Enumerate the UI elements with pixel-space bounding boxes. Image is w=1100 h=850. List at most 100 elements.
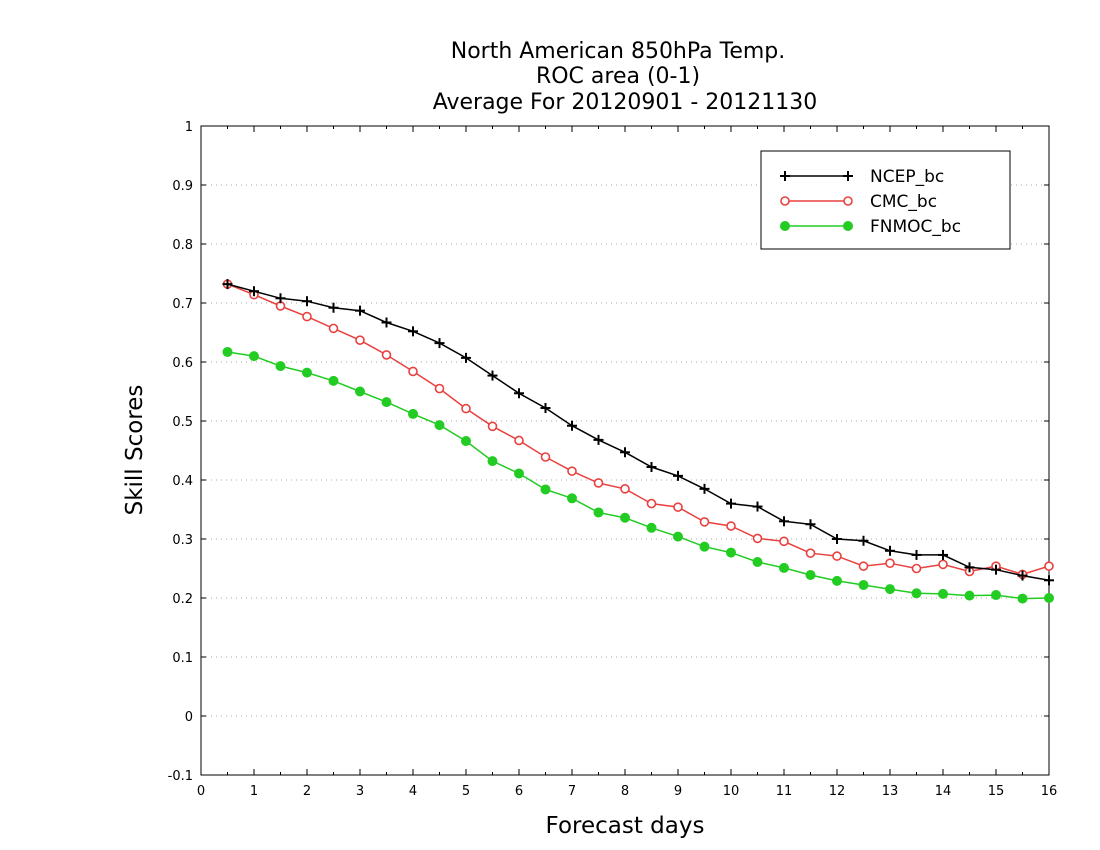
data-point (487, 456, 498, 467)
data-point (514, 468, 524, 479)
series-line (227, 283, 1050, 576)
title-line-1: North American 850hPa Temp. (451, 39, 786, 64)
x-tick-label: 1 (250, 784, 258, 799)
data-point (514, 435, 524, 446)
data-point (911, 588, 922, 599)
data-point (434, 383, 445, 394)
legend-entry: CMC_bc (780, 192, 937, 212)
data-point (328, 375, 339, 386)
y-tick-label: 0.7 (172, 297, 193, 312)
legend-marker (780, 196, 790, 206)
data-point (805, 519, 816, 530)
data-point (646, 462, 657, 473)
x-tick-label: 0 (197, 784, 205, 799)
x-tick-label: 3 (356, 784, 364, 799)
x-tick-label: 8 (621, 784, 629, 799)
x-tick-label: 10 (723, 784, 740, 799)
data-point (832, 534, 842, 544)
data-point (275, 293, 286, 304)
legend-marker (780, 221, 790, 231)
x-tick-label: 9 (674, 784, 682, 799)
data-point (726, 498, 736, 509)
data-point (673, 470, 683, 481)
x-tick-label: 11 (776, 784, 793, 799)
y-tick-label: 0.1 (172, 651, 193, 666)
data-point (805, 548, 816, 558)
x-tick-label: 15 (988, 784, 1005, 799)
data-point (222, 279, 233, 290)
data-point (832, 575, 842, 586)
data-point (408, 366, 418, 377)
y-tick-label: -0.1 (168, 769, 193, 784)
title-line-2: ROC area (0-1) (536, 64, 700, 89)
data-point (646, 522, 657, 533)
data-point (328, 323, 339, 334)
data-point (514, 388, 524, 399)
legend-label: FNMOC_bc (870, 217, 961, 237)
data-point (1044, 561, 1054, 571)
data-point (858, 580, 869, 591)
data-point (381, 317, 392, 328)
data-point (434, 338, 445, 349)
data-point (434, 420, 445, 431)
data-point (964, 590, 975, 601)
series-FNMOC_bc (222, 346, 1054, 604)
data-point (593, 478, 604, 488)
data-point (858, 535, 869, 546)
series-line (227, 351, 1050, 600)
data-point (328, 302, 339, 313)
x-tick-label: 12 (829, 784, 846, 799)
x-axis-label: Forecast days (546, 813, 705, 839)
x-tick-label: 14 (935, 784, 952, 799)
data-point (461, 403, 471, 414)
data-point (938, 549, 948, 560)
data-point (779, 516, 789, 527)
data-point (726, 521, 736, 531)
x-tick-label: 16 (1041, 784, 1058, 799)
series-line (227, 283, 1050, 582)
data-point (673, 502, 683, 512)
x-tick-label: 2 (303, 784, 311, 799)
data-point (355, 305, 365, 316)
data-point (726, 547, 736, 558)
x-tick-label: 4 (409, 784, 417, 799)
x-tick-label: 13 (882, 784, 899, 799)
x-tick-label: 6 (515, 784, 523, 799)
data-point (593, 507, 604, 518)
axis-ticks: -0.100.10.20.30.40.50.60.70.80.910 1 2 3 4 5 6… (168, 120, 1058, 799)
data-point (461, 436, 471, 447)
data-point (620, 484, 630, 494)
chart-title: North American 850hPa Temp. ROC area (0-… (433, 39, 818, 115)
data-point (408, 408, 418, 419)
y-tick-label: 0.6 (172, 356, 193, 371)
y-tick-label: 0.8 (172, 238, 193, 253)
data-point (249, 351, 259, 362)
data-point (567, 493, 577, 504)
series-CMC_bc (222, 279, 1054, 580)
legend-label: NCEP_bc (870, 167, 944, 187)
data-point (249, 286, 259, 297)
data-point (540, 484, 551, 495)
data-point (885, 545, 895, 556)
legend-entry: FNMOC_bc (780, 217, 961, 237)
data-point (540, 403, 551, 414)
data-point (461, 352, 471, 363)
data-point (991, 564, 1001, 575)
y-tick-label: 1 (185, 120, 193, 135)
data-point (752, 501, 763, 512)
data-point (858, 561, 869, 571)
data-point (752, 557, 763, 568)
data-point (540, 452, 551, 462)
legend-marker (780, 171, 790, 181)
data-point (779, 562, 789, 573)
data-point (222, 346, 233, 357)
legend-marker (843, 221, 853, 231)
data-point (911, 549, 922, 560)
y-tick-label: 0.2 (172, 592, 193, 607)
data-point (1017, 593, 1028, 604)
data-point (567, 420, 577, 431)
legend-box (760, 150, 1011, 250)
data-point (699, 483, 710, 494)
data-point (752, 533, 763, 544)
